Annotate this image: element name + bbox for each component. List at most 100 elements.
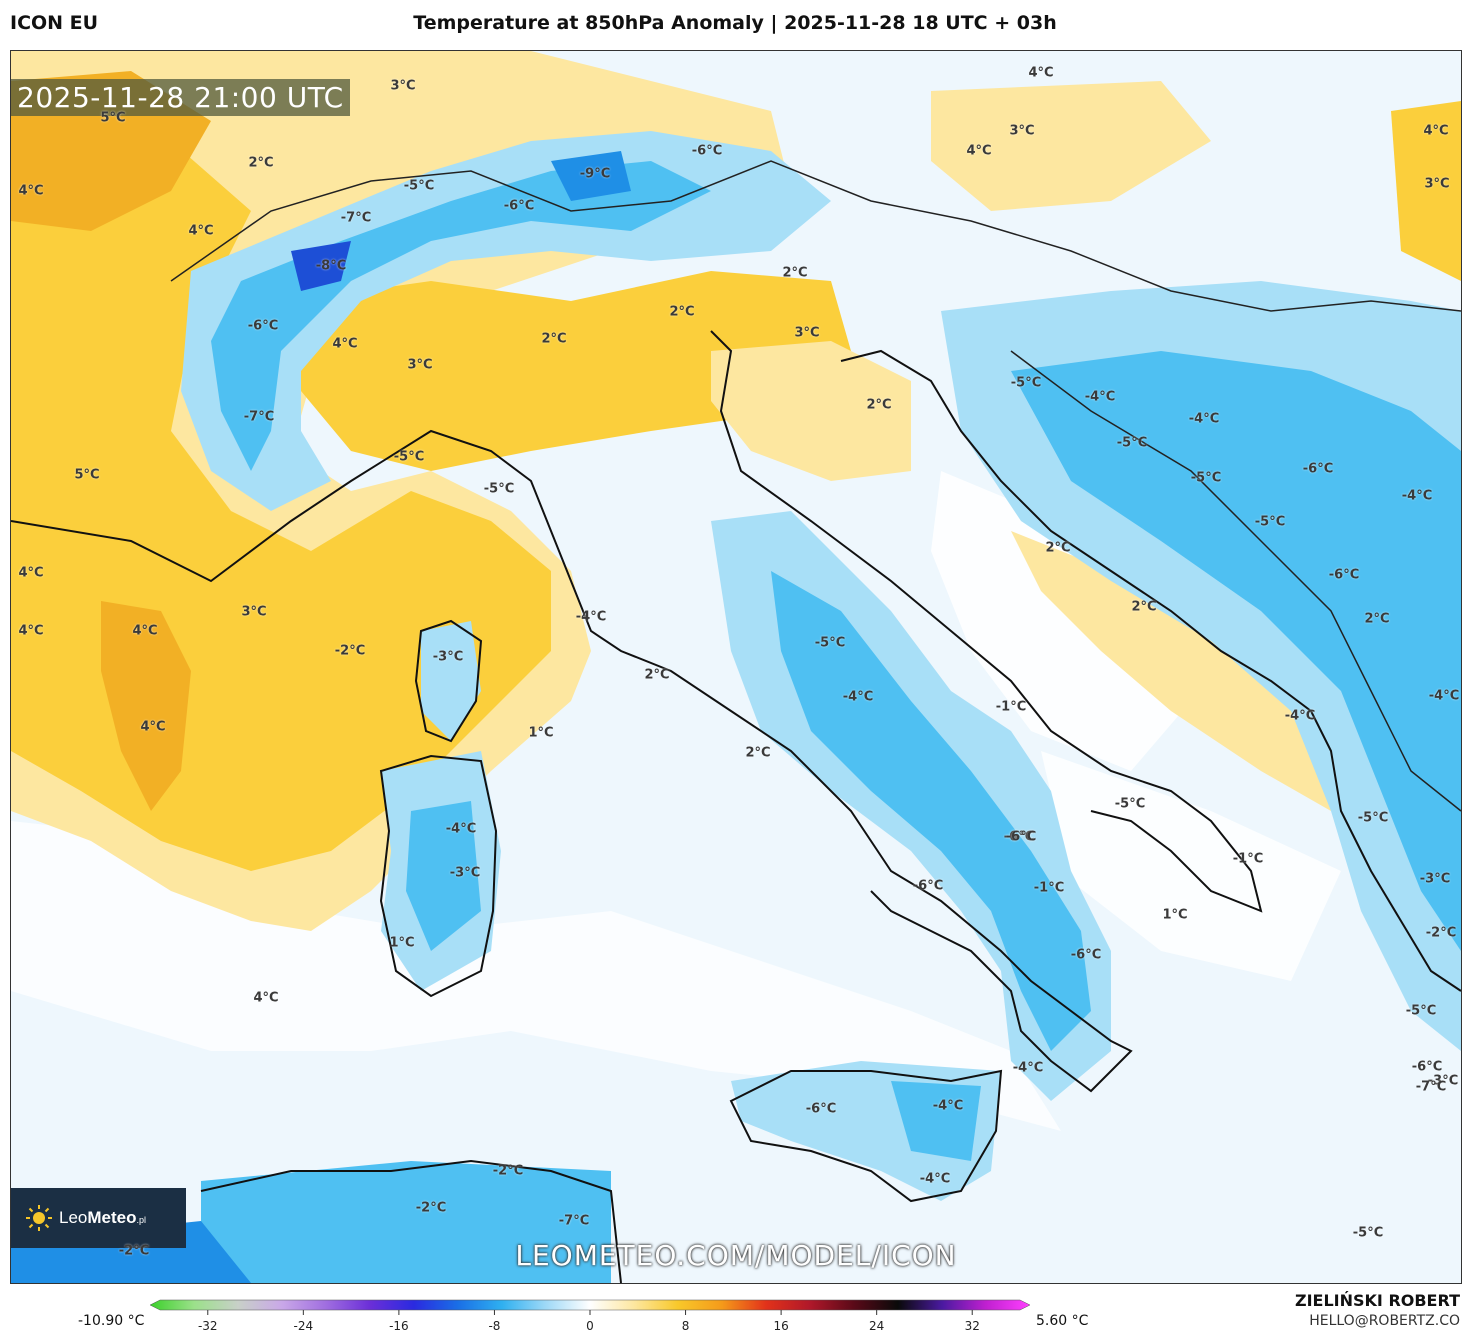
- neutral-zone-central-adriatic: [931, 471, 1191, 771]
- isotherm-label: 1°C: [528, 725, 554, 741]
- isotherm-label: -6°C: [805, 1101, 837, 1117]
- isotherm-label: 4°C: [332, 336, 358, 352]
- isotherm-label: 2°C: [1045, 540, 1071, 556]
- isotherm-label: 2°C: [866, 397, 892, 413]
- isotherm-label: -4°C: [842, 689, 874, 705]
- author-name: ZIELIŃSKI ROBERT: [1294, 1291, 1460, 1310]
- isotherm-label: 5°C: [74, 467, 100, 483]
- author-email[interactable]: HELLO@ROBERTZ.CO: [1309, 1313, 1460, 1329]
- isotherm-label: 2°C: [669, 304, 695, 320]
- isotherm-label: -5°C: [1405, 1003, 1437, 1019]
- isotherm-label: 3°C: [1009, 123, 1035, 139]
- isotherm-label: -5°C: [393, 449, 425, 465]
- isotherm-label: -5°C: [1190, 470, 1222, 486]
- coastline-adriatic-italy: [710, 330, 1263, 913]
- isotherm-label: 2°C: [644, 667, 670, 683]
- isotherm-label: -2°C: [1425, 925, 1457, 941]
- isotherm-label: -6°C: [691, 143, 723, 159]
- coastline-sardinia: [379, 754, 498, 998]
- isotherm-label: -6°C: [247, 318, 279, 334]
- valid-time-badge: 2025-11-28 21:00 UTC: [11, 79, 350, 116]
- isotherm-label: -1°C: [1232, 851, 1264, 867]
- cold-zone-north-africa: [201, 1161, 611, 1283]
- isotherm-label: -3°C: [1419, 871, 1451, 887]
- colorbar-tick-label: -16: [389, 1319, 409, 1333]
- isotherm-label: -4°C: [1012, 1060, 1044, 1076]
- isotherm-label: -5°C: [1357, 810, 1389, 826]
- colorbar: -32 -24 -16 -8 0 8 16 24 32: [150, 1299, 1031, 1333]
- isotherm-label: 4°C: [1423, 123, 1449, 139]
- isotherm-label: -4°C: [445, 821, 477, 837]
- chart-title: Temperature at 850hPa Anomaly | 2025-11-…: [413, 12, 1057, 34]
- colorbar-tick-label: -8: [488, 1319, 500, 1333]
- isotherm-label: -3°C: [1427, 1073, 1459, 1089]
- isotherm-label: -7°C: [340, 210, 372, 226]
- isotherm-label: -4°C: [575, 609, 607, 625]
- isotherm-label: 4°C: [18, 623, 44, 639]
- isotherm-label: -2°C: [118, 1243, 150, 1259]
- isotherm-label: -4°C: [1428, 688, 1460, 704]
- isotherm-label: 4°C: [253, 990, 279, 1006]
- isotherm-label: -3°C: [432, 649, 464, 665]
- colorbar-max-label: 5.60 °C: [1036, 1313, 1089, 1329]
- leometeo-logo[interactable]: LeoMeteo.pl: [11, 1188, 186, 1248]
- colorbar-ticks: -32 -24 -16 -8 0 8 16 24 32: [198, 1310, 980, 1333]
- isotherm-label: -5°C: [1114, 796, 1146, 812]
- cold-zone-alps: [181, 131, 831, 511]
- isotherm-label: 4°C: [966, 143, 992, 159]
- cold-zone-corsica: [421, 621, 481, 741]
- isotherm-label: -5°C: [1116, 435, 1148, 451]
- isotherm-label: -4°C: [1401, 488, 1433, 504]
- isotherm-label: -6°C: [503, 198, 535, 214]
- isotherm-label: 4°C: [188, 223, 214, 239]
- isotherm-label: 3°C: [794, 325, 820, 341]
- isotherm-label: 2°C: [1364, 611, 1390, 627]
- cold-core-western-alps: [291, 241, 351, 291]
- isotherm-label: 3°C: [241, 604, 267, 620]
- national-borders-north: [170, 160, 1461, 312]
- isotherm-label: -6°C: [1003, 829, 1035, 845]
- isotherm-label: -5°C: [483, 481, 515, 497]
- neutral-zone-adriatic: [1041, 751, 1341, 981]
- colorbar-gradient: [150, 1299, 1031, 1311]
- isotherm-label: 3°C: [390, 78, 416, 94]
- coastline-north-africa: [200, 1159, 622, 1283]
- isotherm-label: 4°C: [18, 183, 44, 199]
- isotherm-label: -7°C: [243, 409, 275, 425]
- isotherm-label: -5°C: [1352, 1225, 1384, 1241]
- isotherm-label: -6°C: [1328, 567, 1360, 583]
- isotherm-label: -5°C: [1010, 375, 1042, 391]
- isotherm-label: 4°C: [140, 719, 166, 735]
- isotherm-label: 1°C: [389, 935, 415, 951]
- isotherm-label: 4°C: [132, 623, 158, 639]
- isotherm-label: -2°C: [334, 643, 366, 659]
- warm-zone-northeast: [1391, 101, 1461, 281]
- warm-core-5c: [101, 601, 191, 811]
- warm-zone-dalmatia: [1011, 531, 1341, 811]
- isotherm-label: -9°C: [579, 166, 611, 182]
- isotherm-label: 2°C: [541, 331, 567, 347]
- isotherm-label: -5°C: [1254, 514, 1286, 530]
- map-panel: 2025-11-28 21:00 UTC LeoMeteo.pl LEOMETE…: [10, 50, 1462, 1284]
- colorbar-tick-label: 8: [682, 1319, 690, 1333]
- colorbar-tick-label: 16: [773, 1319, 788, 1333]
- isotherm-label: 4°C: [18, 565, 44, 581]
- isotherm-label: -5°C: [403, 178, 435, 194]
- cold-zone-alps-core: [211, 161, 711, 471]
- isotherm-label: -6°C: [1411, 1059, 1443, 1075]
- logo-text: LeoMeteo.pl: [59, 1208, 147, 1227]
- isotherm-label: -5°C: [814, 635, 846, 651]
- isotherm-label: -6°C: [1005, 829, 1037, 845]
- isotherm-label: -7°C: [1415, 1079, 1447, 1095]
- isotherm-label: 1°C: [1162, 907, 1188, 923]
- warm-zone-venice: [711, 341, 911, 481]
- cold-zone-balkans-core: [1011, 351, 1461, 951]
- isotherm-label: -4°C: [1188, 411, 1220, 427]
- isotherm-label: 2°C: [1131, 599, 1157, 615]
- warm-zone-austria: [931, 81, 1211, 211]
- colorbar-tick-label: 24: [869, 1319, 884, 1333]
- isotherm-label: 2°C: [782, 265, 808, 281]
- isotherm-label: 5°C: [100, 110, 126, 126]
- cold-core-central-alps: [551, 151, 631, 201]
- cold-zone-sicily-core: [891, 1081, 981, 1161]
